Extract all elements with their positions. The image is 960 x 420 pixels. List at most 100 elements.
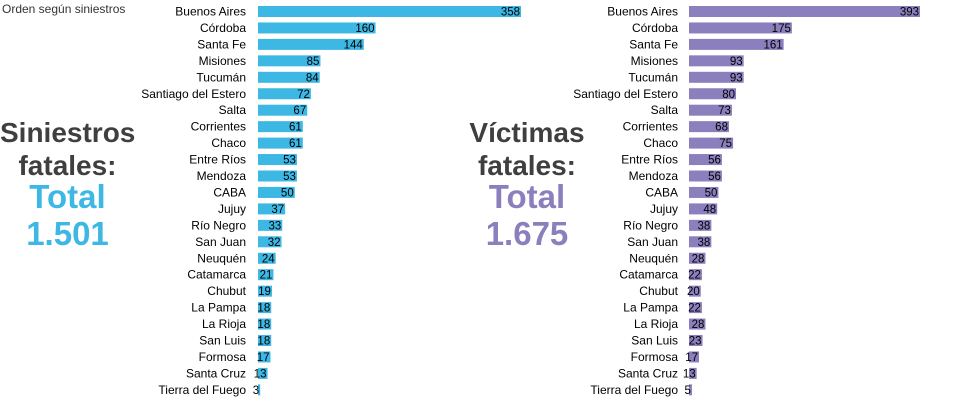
siniestros-value-label: 53 [283,155,296,167]
victimas-category-label: Chaco [643,136,678,150]
victimas-bar [689,302,702,314]
victimas-bar [689,252,706,264]
siniestros-bar [258,104,308,116]
siniestros-bar [258,55,321,67]
victimas-bar [689,71,744,83]
victimas-bar [689,203,718,215]
victimas-category-label: CABA [645,185,678,199]
siniestros-category-label: Jujuy [218,202,246,216]
victimas-bar [689,55,744,67]
victimas-bar [689,285,701,297]
siniestros-bar [258,318,272,330]
siniestros-value-label: 358 [501,7,520,19]
siniestros-category-label: Corrientes [191,120,246,134]
victimas-value-label: 56 [708,155,721,167]
victimas-bar [689,318,706,330]
siniestros-value-label: 18 [257,319,270,331]
victimas-bar [689,384,692,396]
siniestros-category-label: Chaco [211,136,246,150]
siniestros-bar [258,285,272,297]
victimas-label: Víctimas fatales: [462,116,592,182]
siniestros-category-label: Neuquén [197,251,246,265]
siniestros-value-label: 3 [253,385,259,397]
siniestros-category-label: Catamarca [187,268,246,282]
sort-order-note: Orden según siniestros [2,2,126,16]
victimas-value-label: 13 [683,368,696,380]
victimas-value-label: 20 [687,286,700,298]
victimas-bar [689,367,697,379]
siniestros-bar [258,252,276,264]
siniestros-bar [258,88,311,100]
siniestros-category-label: La Pampa [191,301,246,315]
siniestros-label-line1: Siniestros [0,117,136,148]
siniestros-bar [258,351,271,363]
siniestros-bar [258,203,286,215]
siniestros-bar [258,6,521,17]
victimas-total: Total 1.675 [462,178,592,252]
siniestros-bar [258,22,376,34]
victimas-category-label: La Rioja [634,317,678,331]
victimas-category-label: Chubut [639,284,678,298]
siniestros-value-label: 61 [289,122,302,134]
siniestros-category-label: Entre Ríos [189,153,246,167]
victimas-value-label: 22 [688,270,701,282]
victimas-category-label: Santa Cruz [618,366,678,380]
victimas-label-line1: Víctimas [469,117,585,148]
victimas-value-label: 28 [692,319,705,331]
siniestros-bar [258,38,364,50]
siniestros-bar [258,154,297,166]
siniestros-category-label: Tucumán [196,70,246,84]
victimas-bar [689,6,920,17]
siniestros-label: Siniestros fatales: [0,116,135,182]
victimas-category-label: San Luis [631,334,678,348]
victimas-value-label: 38 [698,237,711,249]
siniestros-category-label: Mendoza [197,169,247,183]
victimas-bar [689,38,784,50]
siniestros-value-label: 53 [283,171,296,183]
victimas-value-label: 175 [772,23,791,35]
siniestros-value-label: 32 [268,237,281,249]
siniestros-bar [258,236,282,248]
siniestros-value-label: 13 [254,368,267,380]
siniestros-category-label: Córdoba [200,21,246,35]
siniestros-bar [258,335,272,346]
victimas-bar [689,170,722,182]
siniestros-category-label: Santa Cruz [186,366,246,380]
victimas-bar [689,186,719,198]
siniestros-bar [258,384,261,396]
victimas-category-label: Santa Fe [629,37,678,51]
victimas-bar [689,219,712,231]
victimas-category-label: Córdoba [632,21,678,35]
victimas-category-label: Jujuy [650,202,678,216]
victimas-bar [689,121,729,133]
siniestros-value-label: 61 [289,138,302,150]
victimas-value-label: 23 [689,336,702,348]
victimas-value-label: 48 [703,204,716,216]
victimas-category-label: San Juan [627,235,678,249]
victimas-value-label: 393 [900,7,919,19]
victimas-value-label: 73 [718,105,731,117]
victimas-category-label: Entre Ríos [621,153,678,167]
siniestros-bar [258,302,272,314]
siniestros-category-label: Buenos Aires [175,5,246,19]
victimas-category-label: La Pampa [623,301,678,315]
siniestros-value-label: 67 [293,105,306,117]
siniestros-value-label: 19 [258,286,271,298]
siniestros-value-label: 144 [344,39,364,51]
victimas-bar [689,154,722,166]
victimas-value-label: 68 [715,122,728,134]
siniestros-value-label: 33 [268,220,281,232]
victimas-bar [689,22,792,34]
siniestros-value-label: 18 [257,336,270,348]
siniestros-value-label: 24 [262,253,275,265]
victimas-value-label: 93 [730,72,743,84]
victimas-category-label: Buenos Aires [607,5,678,19]
siniestros-bar [258,367,268,379]
victimas-value-label: 38 [698,220,711,232]
siniestros-category-label: La Rioja [202,317,246,331]
siniestros-bar [258,186,295,198]
victimas-category-label: Neuquén [629,251,678,265]
siniestros-value-label: 18 [257,303,270,315]
siniestros-category-label: San Juan [195,235,246,249]
